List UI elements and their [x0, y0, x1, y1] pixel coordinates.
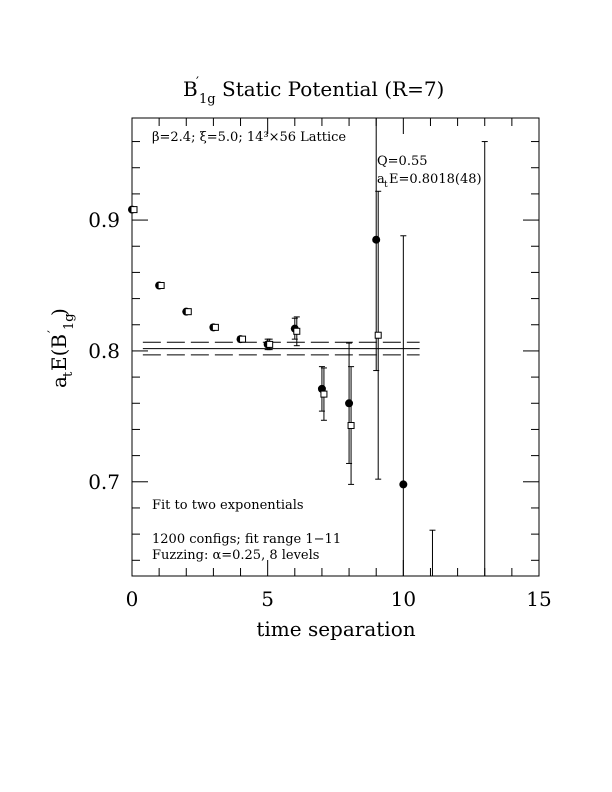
- energy-annotation-prefix: a: [377, 172, 385, 187]
- x-tick-label-10: 10: [391, 587, 416, 611]
- x-tick-labels: 0 5 10 15: [126, 587, 552, 611]
- data-point-circle: [345, 399, 354, 408]
- chart-title: Static Potential (R=7): [222, 77, 444, 101]
- x-tick-label-15: 15: [526, 587, 551, 611]
- data-point-square: [130, 206, 138, 214]
- y-axis-label: a t E(B ′ 1g ): [46, 308, 77, 388]
- y-tick-labels: 0.7 0.8 0.9: [88, 208, 120, 494]
- y-tick-label-0.9: 0.9: [88, 208, 120, 232]
- chart-title-symbol: B: [183, 77, 198, 101]
- y-axis-label-prefix: a: [47, 376, 71, 388]
- y-axis-label-prime: ′: [46, 330, 61, 333]
- data-point-square: [374, 331, 382, 339]
- energy-annotation-sub: t: [384, 180, 388, 190]
- fit-type-annotation: Fit to two exponentials: [152, 498, 304, 513]
- x-axis-label: time separation: [256, 617, 415, 641]
- data-point-square: [293, 327, 301, 335]
- y-tick-label-0.8: 0.8: [88, 339, 120, 363]
- chart-title-prime: ′: [196, 75, 199, 90]
- lattice-annotation: β=2.4; ξ=5.0; 14³×56 Lattice: [152, 130, 346, 145]
- x-tick-label-5: 5: [261, 587, 274, 611]
- fuzzing-annotation: Fuzzing: α=0.25, 8 levels: [152, 548, 319, 563]
- data-point-square: [347, 422, 355, 430]
- data-point-circle: [399, 480, 408, 489]
- data-point-square: [266, 340, 274, 348]
- y-tick-label-0.7: 0.7: [88, 470, 120, 494]
- fit-band: [142, 341, 420, 356]
- data-point-square: [239, 335, 247, 343]
- y-axis-label-sub: 1g: [62, 313, 77, 330]
- data-point-circle: [372, 235, 381, 244]
- x-tick-label-0: 0: [126, 587, 139, 611]
- data-points: [128, 118, 488, 576]
- plot-frame: [131, 117, 540, 577]
- data-point-square: [320, 390, 328, 398]
- q-annotation: Q=0.55: [377, 154, 428, 169]
- data-point-square: [157, 281, 165, 289]
- y-axis-label-close: ): [47, 308, 71, 316]
- configs-annotation: 1200 configs; fit range 1−11: [152, 532, 341, 547]
- y-axis-label-main: E(B: [47, 334, 71, 371]
- data-point-square: [211, 323, 219, 331]
- energy-annotation-value: E=0.8018(48): [389, 172, 482, 187]
- chart-title-subscript: 1g: [199, 92, 216, 107]
- y-axis-label-prefix-sub: t: [61, 371, 76, 377]
- data-point-square: [184, 308, 192, 316]
